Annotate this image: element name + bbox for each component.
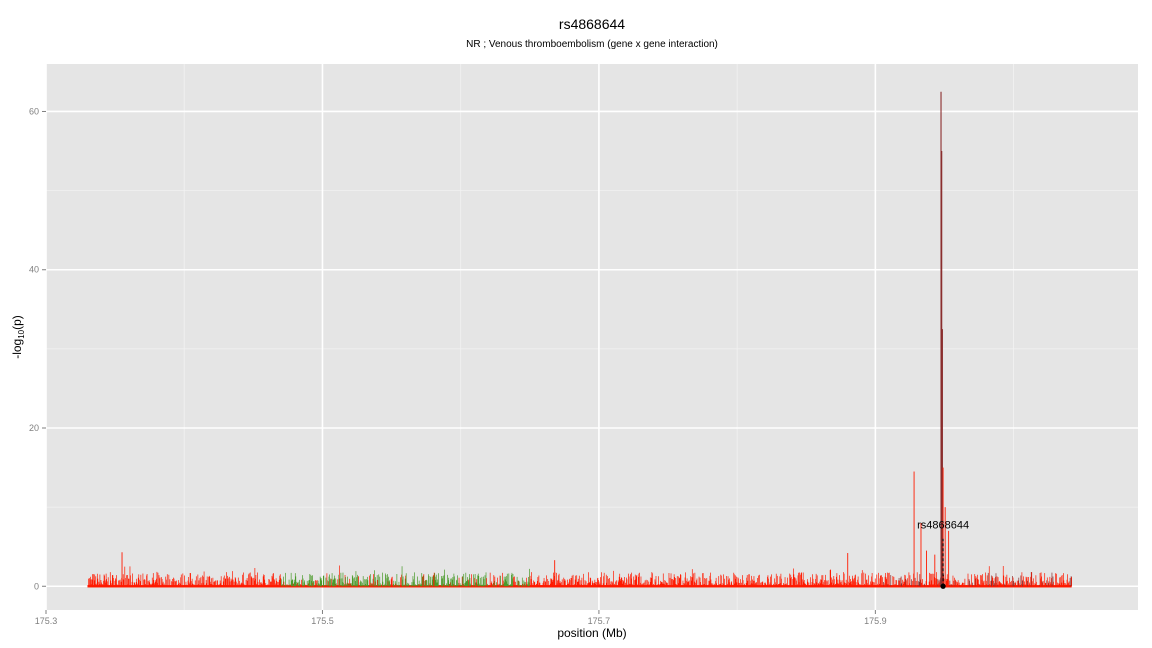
chart-title: rs4868644 — [559, 16, 625, 32]
association-signal — [87, 91, 1073, 588]
x-tick-label: 175.7 — [588, 616, 611, 626]
y-axis-title-subscript: 10 — [17, 329, 26, 338]
minor-gridlines — [46, 64, 1138, 610]
y-axis-title-main: -log — [10, 339, 24, 359]
plot-panel — [46, 64, 1138, 610]
x-axis: 175.3 175.5 175.7 175.9 — [35, 610, 887, 626]
y-axis-title-tail: (p) — [10, 315, 24, 330]
chart-subtitle: NR ; Venous thromboembolism (gene x gene… — [466, 39, 718, 50]
y-tick-label: 60 — [29, 106, 39, 116]
x-axis-title: position (Mb) — [557, 626, 626, 640]
snp-label: rs4868644 — [917, 519, 969, 531]
snp-marker — [940, 583, 946, 589]
x-tick-label: 175.5 — [311, 616, 334, 626]
y-axis: 0 20 40 60 — [29, 106, 46, 591]
y-axis-title: -log10(p) — [10, 315, 26, 359]
y-tick-label: 20 — [29, 423, 39, 433]
y-tick-label: 0 — [34, 581, 39, 591]
x-tick-label: 175.9 — [864, 616, 887, 626]
x-tick-label: 175.3 — [35, 616, 58, 626]
annotation-layer: rs4868644 — [917, 519, 969, 589]
y-tick-label: 40 — [29, 265, 39, 275]
